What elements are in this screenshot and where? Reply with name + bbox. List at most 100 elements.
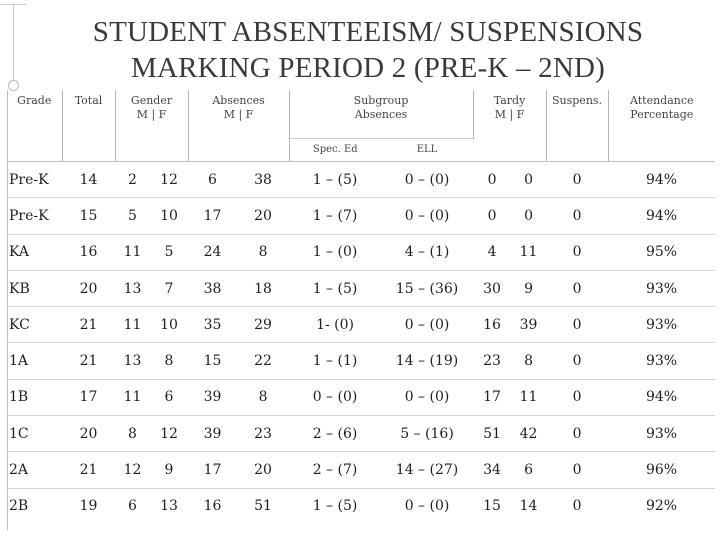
cell-spec-ed: 1 – (5) [289, 269, 382, 307]
cell-ell: 4 – (1) [381, 233, 474, 271]
cell-gender-m: 11 [115, 233, 150, 271]
cell-spec-ed: 1- (0) [289, 306, 382, 343]
table-row: 1C 20 8 12 39 23 2 – (6) 5 – (16) 51 42 0 93% [7, 415, 716, 452]
header-grade: Grade [7, 90, 63, 162]
cell-grade: KC [7, 306, 62, 343]
cell-gender-f: 7 [150, 269, 189, 307]
header-absences: Absences M | F [188, 90, 290, 162]
cell-gender-f: 12 [150, 160, 189, 198]
table-row: 2A 21 12 9 17 20 2 – (7) 14 – (27) 34 6 0 96% [7, 451, 716, 489]
cell-absences-m: 6 [188, 160, 238, 198]
subheader-row: Spec. Ed ELL [7, 138, 715, 162]
cell-gender-f: 10 [150, 197, 189, 235]
cell-gender-m: 11 [115, 378, 150, 416]
cell-ell: 14 – (19) [381, 342, 474, 380]
cell-grade: KA [7, 233, 62, 271]
cell-total: 15 [62, 197, 115, 235]
cell-absences-f: 51 [237, 487, 290, 524]
header-gender: Gender M | F [115, 90, 189, 162]
cell-gender-m: 5 [115, 197, 150, 235]
cell-absences-f: 20 [237, 451, 290, 489]
header-spec-ed: Spec. Ed [289, 138, 382, 162]
cell-tardy-m: 0 [473, 160, 512, 198]
cell-tardy-m: 17 [473, 378, 512, 416]
cell-tardy-f: 39 [511, 306, 547, 343]
cell-ell: 0 – (0) [381, 160, 474, 198]
header-row: Grade Total Gender M | F Absences M | F Su… [7, 90, 715, 162]
corner-line-vertical [13, 4, 14, 82]
cell-attendance: 94% [608, 197, 716, 235]
table-row: KC 21 11 10 35 29 1- (0) 0 – (0) 16 39 0 93% [7, 306, 716, 343]
cell-gender-m: 6 [115, 487, 150, 524]
cell-tardy-m: 15 [473, 487, 512, 524]
cell-suspensions: 0 [546, 160, 609, 198]
cell-suspensions: 0 [546, 197, 609, 235]
cell-attendance: 93% [608, 306, 716, 343]
cell-attendance: 96% [608, 451, 716, 489]
cell-tardy-f: 0 [511, 197, 547, 235]
cell-gender-m: 2 [115, 160, 150, 198]
cell-tardy-f: 11 [511, 233, 547, 271]
cell-suspensions: 0 [546, 342, 609, 380]
cell-gender-f: 13 [150, 487, 189, 524]
cell-spec-ed: 1 – (1) [289, 342, 382, 380]
cell-tardy-f: 6 [511, 451, 547, 489]
cell-absences-m: 39 [188, 378, 238, 416]
cell-grade: 1B [7, 378, 62, 416]
cell-suspensions: 0 [546, 487, 609, 524]
cell-absences-f: 8 [237, 378, 290, 416]
cell-gender-f: 8 [150, 342, 189, 380]
cell-total: 17 [62, 378, 115, 416]
cell-ell: 15 – (36) [381, 269, 474, 307]
cell-spec-ed: 1 – (5) [289, 487, 382, 524]
cell-spec-ed: 0 – (0) [289, 378, 382, 416]
cell-suspensions: 0 [546, 451, 609, 489]
cell-suspensions: 0 [546, 233, 609, 271]
cell-absences-m: 16 [188, 487, 238, 524]
cell-gender-m: 13 [115, 269, 150, 307]
cell-suspensions: 0 [546, 415, 609, 452]
cell-total: 21 [62, 342, 115, 380]
cell-tardy-f: 0 [511, 160, 547, 198]
cell-ell: 14 – (27) [381, 451, 474, 489]
cell-grade: 1A [7, 342, 62, 380]
cell-total: 21 [62, 306, 115, 343]
cell-absences-m: 35 [188, 306, 238, 343]
cell-spec-ed: 1 – (7) [289, 197, 382, 235]
cell-total: 20 [62, 269, 115, 307]
cell-grade: 2A [7, 451, 62, 489]
header-total: Total [62, 90, 116, 162]
cell-absences-m: 24 [188, 233, 238, 271]
cell-spec-ed: 1 – (0) [289, 233, 382, 271]
cell-absences-f: 22 [237, 342, 290, 380]
cell-tardy-m: 51 [473, 415, 512, 452]
header-subgroup: Subgroup Absences [289, 90, 474, 139]
header-ell: ELL [381, 138, 474, 162]
cell-ell: 0 – (0) [381, 197, 474, 235]
cell-suspensions: 0 [546, 269, 609, 307]
table-row: 2B 19 6 13 16 51 1 – (5) 0 – (0) 15 14 0 92% [7, 487, 716, 524]
cell-grade: KB [7, 269, 62, 307]
table-row: Pre-K 15 5 10 17 20 1 – (7) 0 – (0) 0 0 0 94% [7, 197, 716, 235]
cell-attendance: 93% [608, 415, 716, 452]
cell-tardy-f: 8 [511, 342, 547, 380]
cell-gender-f: 5 [150, 233, 189, 271]
table-row: 1B 17 11 6 39 8 0 – (0) 0 – (0) 17 11 0 94% [7, 378, 716, 416]
table-row: 1A 21 13 8 15 22 1 – (1) 14 – (19) 23 8 0 93% [7, 342, 716, 380]
cell-tardy-m: 34 [473, 451, 512, 489]
cell-total: 20 [62, 415, 115, 452]
cell-total: 16 [62, 233, 115, 271]
cell-tardy-f: 42 [511, 415, 547, 452]
cell-gender-f: 6 [150, 378, 189, 416]
cell-gender-m: 8 [115, 415, 150, 452]
cell-tardy-f: 9 [511, 269, 547, 307]
cell-gender-m: 11 [115, 306, 150, 343]
cell-tardy-m: 16 [473, 306, 512, 343]
cell-absences-m: 17 [188, 197, 238, 235]
cell-absences-f: 20 [237, 197, 290, 235]
header-suspensions: Suspens. [546, 90, 609, 162]
cell-attendance: 92% [608, 487, 716, 524]
cell-tardy-f: 14 [511, 487, 547, 524]
cell-absences-f: 8 [237, 233, 290, 271]
cell-grade: Pre-K [7, 197, 62, 235]
